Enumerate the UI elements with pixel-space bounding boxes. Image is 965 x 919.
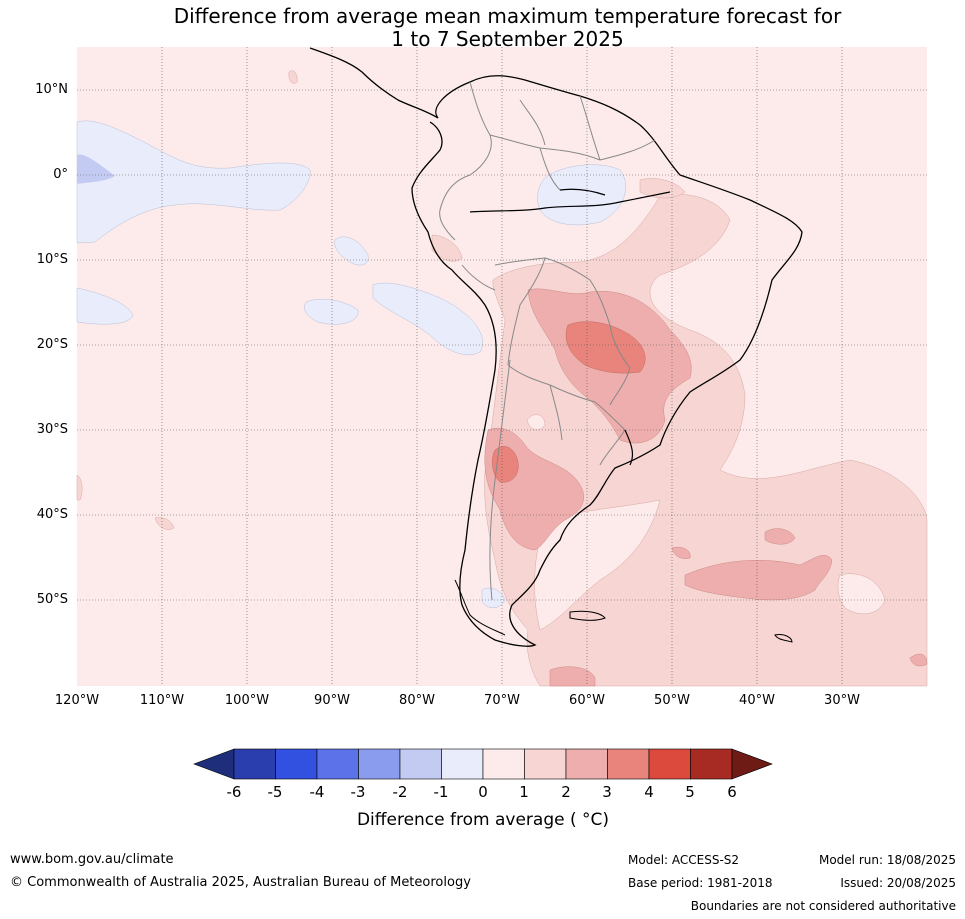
rivers [469, 188, 671, 466]
colorbar [193, 748, 773, 780]
neutral-patch-2 [837, 573, 886, 615]
colorbar-label: 3 [602, 783, 612, 801]
model-text: Model: ACCESS-S2 [628, 853, 740, 867]
colorbar-cell [607, 748, 650, 780]
hot-core-central [565, 321, 646, 374]
cool-region-equatorial-pacific [76, 120, 311, 244]
warm-region-small-1 [671, 546, 691, 559]
warm-region-small-4 [909, 653, 928, 667]
lon-tick-30w: 30°W [824, 693, 860, 708]
colorbar-label: -1 [433, 783, 449, 801]
lat-tick-10n: 10°N [35, 82, 68, 97]
title-line-2: 1 to 7 September 2025 [391, 27, 624, 51]
warm-region-small-2 [764, 528, 796, 545]
colorbar-label: -2 [392, 783, 408, 801]
lat-tick-40s: 40°S [36, 507, 68, 522]
lon-tick-80w: 80°W [399, 693, 435, 708]
warm-region-atlantic [684, 555, 833, 601]
warm-region-small-pacific [154, 517, 175, 530]
colorbar-cell [482, 748, 525, 780]
issued-text: Issued: 20/08/2025 [840, 876, 956, 890]
coastline-south-america [309, 47, 803, 647]
colorbar-label: 0 [478, 783, 488, 801]
lat-tick-30s: 30°S [36, 422, 68, 437]
colorbar-extend-high [731, 748, 773, 780]
neutral-patch-1 [534, 499, 661, 631]
temperature-anomaly-map [76, 47, 928, 687]
graticule [77, 47, 927, 686]
title-line-1: Difference from average mean maximum tem… [173, 4, 842, 28]
colorbar-label: 6 [727, 783, 737, 801]
lon-tick-110w: 110°W [139, 693, 185, 708]
lat-tick-0: 0° [53, 167, 68, 182]
warm-region-small-3 [549, 666, 596, 687]
colorbar-cell [441, 748, 484, 780]
colorbar-label: -6 [226, 783, 242, 801]
colorbar-cell [524, 748, 567, 780]
colorbar-label: 4 [644, 783, 654, 801]
cool-region-3 [372, 282, 483, 356]
colorbar-cell [233, 748, 276, 780]
warm-region-ne-coast [639, 178, 686, 199]
copyright-text: © Commonwealth of Australia 2025, Austra… [10, 875, 471, 890]
disclaimer-text: Boundaries are not considered authoritat… [690, 899, 956, 913]
colorbar-cell [316, 748, 359, 780]
colorbar-cell [648, 748, 691, 780]
base-period-text: Base period: 1981-2018 [628, 876, 773, 890]
colorbar-label: 1 [519, 783, 529, 801]
cool-region-2 [304, 299, 359, 325]
lat-tick-10s: 10°S [36, 252, 68, 267]
colorbar-label: -5 [267, 783, 283, 801]
lon-tick-90w: 90°W [314, 693, 350, 708]
lon-tick-100w: 100°W [224, 693, 270, 708]
lat-tick-50s: 50°S [36, 592, 68, 607]
lon-tick-40w: 40°W [739, 693, 775, 708]
colorbar-cell [399, 748, 442, 780]
lon-tick-120w: 120°W [54, 693, 100, 708]
map-title: Difference from average mean maximum tem… [0, 5, 965, 51]
cool-region-amazon [537, 164, 626, 226]
colorbar-label: 5 [685, 783, 695, 801]
lon-tick-70w: 70°W [484, 693, 520, 708]
hot-core-andes [492, 446, 519, 483]
colorbar-cell [358, 748, 401, 780]
neutral-patch-3 [526, 414, 546, 430]
colorbar-label: -4 [309, 783, 325, 801]
lon-tick-50w: 50°W [654, 693, 690, 708]
colorbar-label: -3 [350, 783, 366, 801]
cool-core-equatorial-pacific [77, 154, 115, 184]
coastline-islands-south [454, 579, 793, 643]
lon-tick-60w: 60°W [569, 693, 605, 708]
website-link[interactable]: www.bom.gov.au/climate [10, 852, 174, 867]
warm-region-small-west [76, 474, 83, 501]
colorbar-cell [690, 748, 733, 780]
colorbar-cell [275, 748, 318, 780]
cool-region-patagonia [481, 587, 506, 608]
cool-region-1 [76, 287, 134, 325]
colorbar-extend-low [193, 748, 235, 780]
model-run-text: Model run: 18/08/2025 [818, 853, 956, 867]
colorbar-cell [565, 748, 608, 780]
colorbar-title: Difference from average ( °C) [356, 810, 610, 830]
lat-tick-20s: 20°S [36, 337, 68, 352]
cool-region-4 [334, 236, 369, 266]
colorbar-label: 2 [561, 783, 571, 801]
warm-region-small-north [288, 70, 298, 84]
